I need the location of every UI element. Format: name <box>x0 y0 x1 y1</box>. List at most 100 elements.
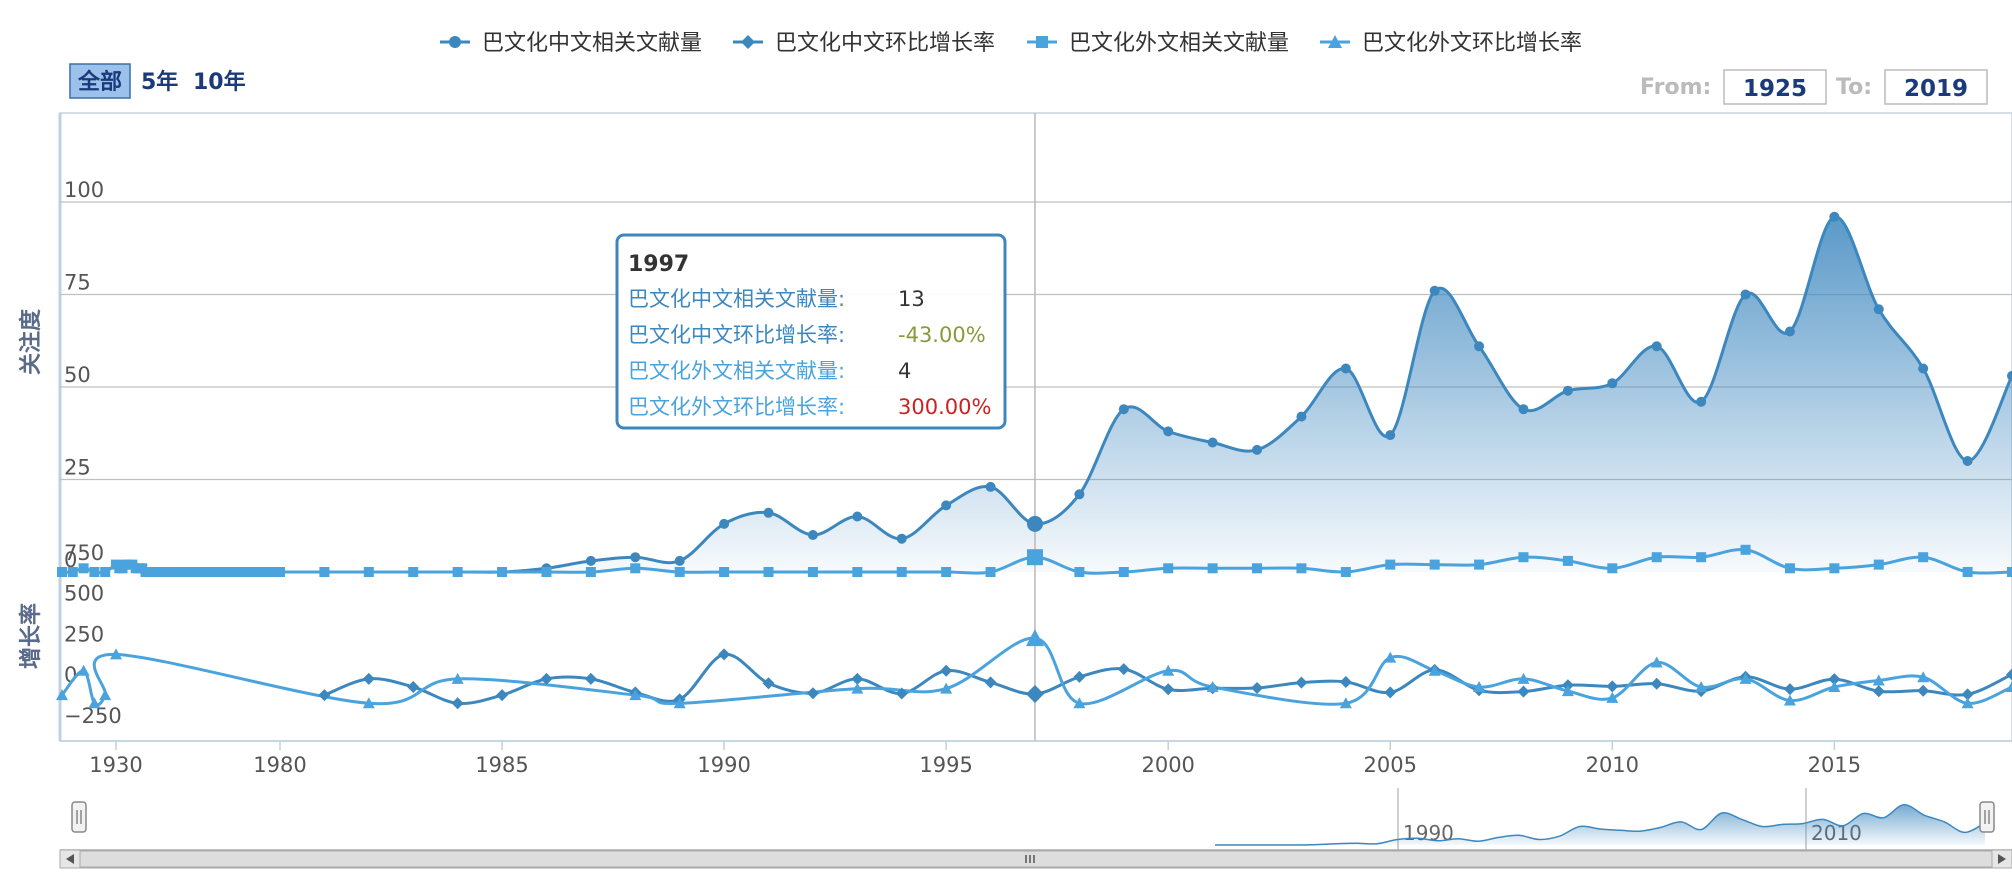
data-point-diamond[interactable] <box>362 672 375 685</box>
data-point-diamond[interactable] <box>762 677 775 690</box>
data-point-square[interactable] <box>1340 567 1351 577</box>
data-point-triangle[interactable] <box>1073 697 1086 709</box>
data-point-triangle[interactable] <box>362 697 375 709</box>
data-point-triangle[interactable] <box>1162 664 1175 676</box>
data-point-diamond[interactable] <box>1025 685 1044 704</box>
legend-item-4[interactable]: 巴文化外文环比增长率 <box>1320 31 1582 56</box>
data-point-square[interactable] <box>1296 563 1307 574</box>
data-point-diamond[interactable] <box>2006 668 2012 681</box>
data-point-circle[interactable] <box>1562 385 1573 396</box>
data-point-square[interactable] <box>1607 563 1618 574</box>
data-point-triangle[interactable] <box>77 664 90 676</box>
data-point-triangle[interactable] <box>1517 672 1530 684</box>
data-point-square[interactable] <box>719 567 730 577</box>
data-point-diamond[interactable] <box>1606 680 1619 693</box>
data-point-triangle[interactable] <box>629 689 642 701</box>
data-point-triangle[interactable] <box>851 682 864 694</box>
data-point-square[interactable] <box>452 567 463 577</box>
data-point-diamond[interactable] <box>1961 688 1974 701</box>
data-point-circle[interactable] <box>1829 211 1840 222</box>
data-point-diamond[interactable] <box>1517 685 1530 698</box>
data-point-triangle[interactable] <box>1206 681 1219 692</box>
data-point-circle[interactable] <box>1118 404 1129 415</box>
data-point-square[interactable] <box>1252 563 1263 574</box>
data-point-diamond[interactable] <box>1073 670 1086 683</box>
data-point-square[interactable] <box>630 563 641 574</box>
data-point-circle[interactable] <box>585 555 596 566</box>
legend-item-3[interactable]: 巴文化外文相关文献量 <box>1027 31 1289 56</box>
data-point-triangle[interactable] <box>1872 674 1885 686</box>
data-point-diamond[interactable] <box>318 689 331 702</box>
data-point-diamond[interactable] <box>584 672 597 685</box>
data-point-circle[interactable] <box>852 511 863 522</box>
data-point-diamond[interactable] <box>1872 685 1885 698</box>
data-point-triangle[interactable] <box>110 648 122 660</box>
data-point-square[interactable] <box>1074 567 1085 577</box>
data-point-square[interactable] <box>807 567 818 577</box>
data-point-circle[interactable] <box>1873 304 1884 315</box>
data-point-circle[interactable] <box>1385 430 1396 441</box>
data-point-square[interactable] <box>363 567 374 577</box>
data-point-triangle[interactable] <box>56 689 68 701</box>
data-point-diamond[interactable] <box>451 697 464 710</box>
data-point-square[interactable] <box>67 567 78 577</box>
range-button-all-bg[interactable] <box>69 63 131 99</box>
from-input-box[interactable] <box>1723 69 1827 105</box>
data-point-diamond[interactable] <box>1117 663 1130 676</box>
data-point-triangle[interactable] <box>2006 681 2012 692</box>
scrollbar-left-arrow-icon[interactable] <box>66 854 74 864</box>
data-point-triangle[interactable] <box>1695 681 1708 692</box>
data-point-square[interactable] <box>1163 563 1174 574</box>
data-point-circle[interactable] <box>1429 285 1440 296</box>
data-point-circle[interactable] <box>1651 341 1662 352</box>
data-point-circle[interactable] <box>941 500 952 511</box>
data-point-square[interactable] <box>1474 559 1485 570</box>
data-point-circle[interactable] <box>1740 289 1751 300</box>
data-point-square[interactable] <box>2007 567 2012 577</box>
data-point-circle[interactable] <box>1962 456 1973 466</box>
data-point-diamond[interactable] <box>940 664 953 677</box>
data-point-diamond[interactable] <box>1339 675 1352 688</box>
data-point-square[interactable] <box>1651 552 1662 563</box>
data-point-square[interactable] <box>1026 549 1043 566</box>
data-point-triangle[interactable] <box>1384 651 1397 663</box>
to-input-box[interactable] <box>1884 69 1988 105</box>
data-point-circle[interactable] <box>1296 411 1307 422</box>
data-point-triangle[interactable] <box>1606 691 1619 703</box>
data-point-circle[interactable] <box>1163 426 1174 437</box>
data-point-circle[interactable] <box>807 530 818 540</box>
data-point-circle[interactable] <box>985 481 996 492</box>
data-point-diamond[interactable] <box>1384 686 1397 699</box>
data-point-diamond[interactable] <box>1251 681 1264 694</box>
navigator-handle-left[interactable] <box>71 801 87 833</box>
data-point-triangle[interactable] <box>1650 656 1663 668</box>
data-point-diamond[interactable] <box>1650 677 1663 690</box>
data-point-triangle[interactable] <box>451 672 464 684</box>
data-point-square[interactable] <box>896 567 907 577</box>
data-point-square[interactable] <box>89 567 100 577</box>
data-point-square[interactable] <box>1385 559 1396 570</box>
data-point-circle[interactable] <box>2007 370 2012 381</box>
data-point-square[interactable] <box>1918 552 1929 563</box>
data-point-triangle[interactable] <box>1783 694 1796 706</box>
data-point-square[interactable] <box>1784 563 1795 574</box>
data-point-circle[interactable] <box>1607 378 1618 389</box>
legend-item-1[interactable]: 巴文化中文相关文献量 <box>440 31 702 56</box>
data-point-triangle[interactable] <box>1473 681 1486 692</box>
data-point-circle[interactable] <box>1918 363 1929 374</box>
data-point-circle[interactable] <box>1026 515 1043 532</box>
data-point-triangle[interactable] <box>99 689 112 701</box>
data-point-square[interactable] <box>1740 544 1751 555</box>
data-point-square[interactable] <box>1696 552 1707 563</box>
data-point-diamond[interactable] <box>851 672 864 685</box>
data-point-circle[interactable] <box>1784 326 1795 337</box>
to-input[interactable]: 2019 <box>1904 76 1968 102</box>
scrollbar-thumb[interactable] <box>79 850 1993 868</box>
scrollbar-right-arrow-icon[interactable] <box>1998 854 2006 864</box>
range-button-5y[interactable]: 5年 <box>141 69 178 95</box>
data-point-diamond[interactable] <box>1295 676 1308 689</box>
from-input[interactable]: 1925 <box>1743 76 1807 102</box>
data-point-square[interactable] <box>1873 559 1884 570</box>
data-point-square[interactable] <box>1429 559 1440 570</box>
data-point-diamond[interactable] <box>407 681 420 693</box>
